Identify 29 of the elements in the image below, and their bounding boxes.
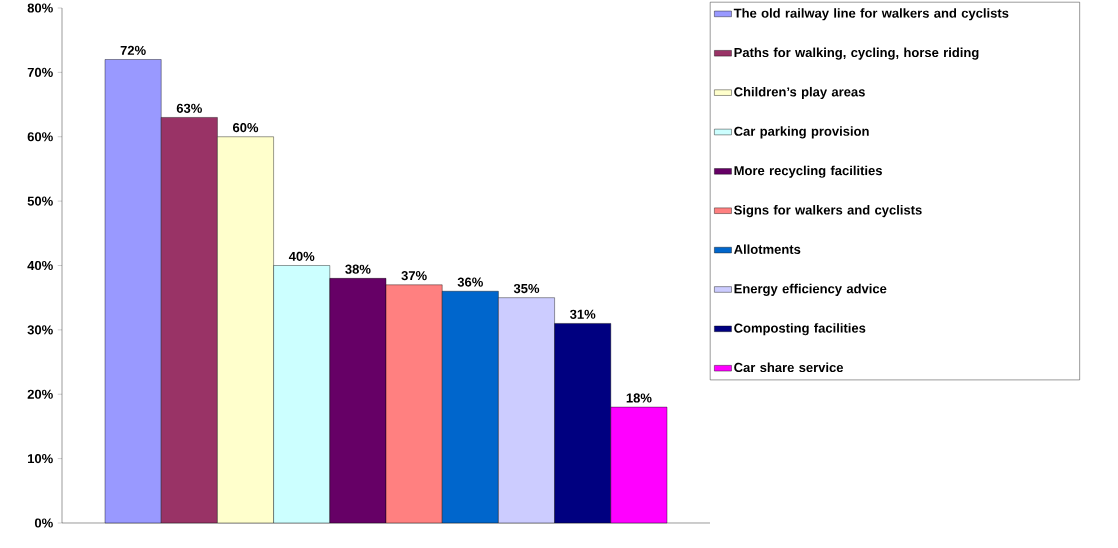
y-tick-label: 30%	[27, 325, 53, 335]
y-tick-label: 40%	[27, 260, 53, 271]
legend-label: Composting facilities	[734, 323, 866, 336]
y-tick-label: 10%	[28, 454, 53, 464]
legend-label: Car parking provision	[734, 126, 869, 139]
legend-label: More recycling facilities	[734, 165, 882, 178]
legend-label: Children’s play areas	[734, 86, 865, 100]
y-tick-label: 50%	[27, 196, 53, 206]
legend-label: Allotments	[734, 244, 801, 254]
data-label: 60%	[232, 123, 259, 133]
data-label: 40%	[288, 251, 315, 261]
data-label: 31%	[569, 309, 596, 319]
data-label: 38%	[345, 264, 371, 274]
y-tick-label: 20%	[27, 389, 53, 399]
data-label: 35%	[513, 283, 540, 294]
legend-label: Car share service	[734, 362, 844, 373]
y-tick-label: 60%	[27, 132, 53, 142]
data-label: 72%	[120, 45, 146, 55]
data-label: 36%	[457, 277, 483, 287]
data-label: 18%	[626, 393, 652, 403]
y-tick-label: 0%	[34, 518, 53, 528]
legend-label: Energy efficiency advice	[734, 283, 887, 296]
data-label: 63%	[176, 103, 202, 113]
y-tick-label: 80%	[27, 3, 53, 13]
legend-label: The old railway line for walkers and cyclists	[733, 8, 1009, 21]
y-tick-label: 70%	[27, 67, 53, 77]
legend-label: Signs for walkers and cyclists	[734, 205, 922, 218]
data-label: 37%	[401, 271, 427, 281]
legend-label: Paths for walking, cycling, horse riding	[734, 47, 979, 60]
